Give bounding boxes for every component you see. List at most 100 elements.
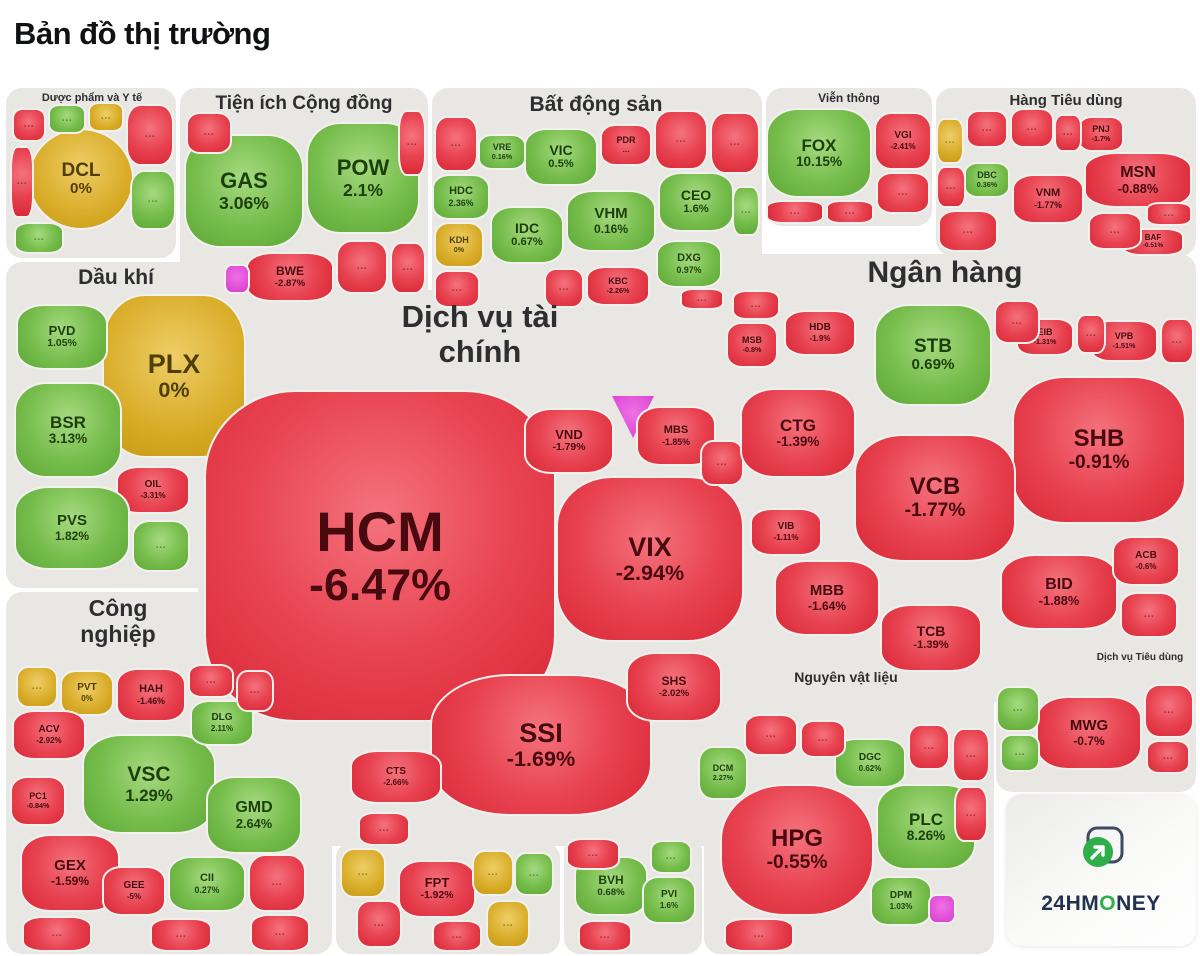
stock-cell-unlabeled[interactable]: … xyxy=(340,848,386,898)
stock-cell-unlabeled[interactable]: … xyxy=(132,520,190,572)
stock-cell-pc1[interactable]: PC1 -0.84% xyxy=(10,776,66,826)
stock-cell-mwg[interactable]: MWG -0.7% xyxy=(1036,696,1142,770)
stock-cell-unlabeled[interactable]: … xyxy=(1160,318,1194,364)
stock-cell-unlabeled[interactable]: … xyxy=(472,850,514,896)
stock-cell-unlabeled[interactable]: … xyxy=(434,116,478,172)
stock-cell-shb[interactable]: SHB -0.91% xyxy=(1012,376,1186,524)
stock-cell-gee[interactable]: GEE -5% xyxy=(102,866,166,916)
stock-cell-unlabeled[interactable]: … xyxy=(650,840,692,874)
stock-cell-cts[interactable]: CTS -2.66% xyxy=(350,750,442,804)
stock-cell-bid[interactable]: BID -1.88% xyxy=(1000,554,1118,630)
stock-cell-unlabeled[interactable]: … xyxy=(514,852,554,896)
stock-cell-unlabeled[interactable] xyxy=(928,894,956,924)
stock-cell-bsr[interactable]: BSR 3.13% xyxy=(14,382,122,478)
stock-cell-unlabeled[interactable]: … xyxy=(680,288,724,310)
stock-cell-pvs[interactable]: PVS 1.82% xyxy=(14,486,130,570)
stock-cell-mbs[interactable]: MBS -1.85% xyxy=(636,406,716,466)
stock-cell-hdc[interactable]: HDC 2.36% xyxy=(432,174,490,220)
stock-cell-stb[interactable]: STB 0.69% xyxy=(874,304,992,406)
stock-cell-ctg[interactable]: CTG -1.39% xyxy=(740,388,856,478)
stock-cell-unlabeled[interactable]: … xyxy=(908,724,950,770)
stock-cell-vhm[interactable]: VHM 0.16% xyxy=(566,190,656,252)
stock-cell-unlabeled[interactable]: … xyxy=(1120,592,1178,638)
stock-cell-vre[interactable]: VRE 0.16% xyxy=(478,134,526,170)
stock-cell-fox[interactable]: FOX 10.15% xyxy=(766,108,872,198)
stock-cell-unlabeled[interactable]: … xyxy=(1076,314,1106,354)
stock-cell-unlabeled[interactable]: … xyxy=(390,242,426,294)
stock-cell-unlabeled[interactable]: … xyxy=(88,102,124,132)
stock-cell-dgc[interactable]: DGC 0.62% xyxy=(834,738,906,788)
stock-cell-fpt[interactable]: FPT -1.92% xyxy=(398,860,476,918)
stock-cell-pvi[interactable]: PVI 1.6% xyxy=(642,876,696,924)
stock-cell-unlabeled[interactable]: … xyxy=(358,812,410,846)
stock-cell-unlabeled[interactable]: … xyxy=(996,686,1040,732)
stock-cell-unlabeled[interactable]: … xyxy=(654,110,708,170)
stock-cell-unlabeled[interactable]: … xyxy=(434,270,480,308)
stock-cell-unlabeled[interactable]: … xyxy=(876,172,930,214)
stock-cell-unlabeled[interactable]: … xyxy=(732,186,760,236)
stock-cell-pvd[interactable]: PVD 1.05% xyxy=(16,304,108,370)
stock-cell-unlabeled[interactable]: … xyxy=(966,110,1008,148)
stock-cell-unlabeled[interactable]: … xyxy=(936,118,964,164)
stock-cell-unlabeled[interactable] xyxy=(224,264,250,294)
stock-cell-vix[interactable]: VIX -2.94% xyxy=(556,476,744,642)
stock-cell-unlabeled[interactable]: … xyxy=(1146,202,1192,226)
stock-cell-unlabeled[interactable]: … xyxy=(744,714,798,756)
stock-cell-gmd[interactable]: GMD 2.64% xyxy=(206,776,302,854)
stock-cell-unlabeled[interactable]: … xyxy=(1000,734,1040,772)
stock-cell-unlabeled[interactable]: … xyxy=(188,664,234,698)
stock-cell-bwe[interactable]: BWE -2.87% xyxy=(246,252,334,302)
stock-cell-unlabeled[interactable]: … xyxy=(150,918,212,952)
stock-cell-unlabeled[interactable]: … xyxy=(130,170,176,230)
stock-cell-ceo[interactable]: CEO 1.6% xyxy=(658,172,734,232)
stock-cell-idc[interactable]: IDC 0.67% xyxy=(490,206,564,264)
stock-cell-hah[interactable]: HAH -1.46% xyxy=(116,668,186,722)
stock-cell-unlabeled[interactable]: … xyxy=(566,838,620,870)
stock-cell-vnd[interactable]: VND -1.79% xyxy=(524,408,614,474)
stock-cell-unlabeled[interactable]: … xyxy=(994,300,1040,344)
stock-cell-unlabeled[interactable]: … xyxy=(952,728,990,782)
stock-cell-acb[interactable]: ACB -0.6% xyxy=(1112,536,1180,586)
stock-cell-unlabeled[interactable]: … xyxy=(1088,212,1142,250)
stock-cell-unlabeled[interactable]: … xyxy=(250,914,310,952)
stock-cell-cii[interactable]: CII 0.27% xyxy=(168,856,246,912)
stock-cell-unlabeled[interactable]: … xyxy=(826,200,874,224)
stock-cell-unlabeled[interactable]: … xyxy=(710,112,760,174)
stock-cell-pvt[interactable]: PVT 0% xyxy=(60,670,114,716)
stock-cell-unlabeled[interactable]: … xyxy=(126,104,174,166)
stock-cell-acv[interactable]: ACV -2.92% xyxy=(12,710,86,760)
stock-cell-hdb[interactable]: HDB -1.9% xyxy=(784,310,856,356)
stock-cell-dxg[interactable]: DXG 0.97% xyxy=(656,240,722,288)
stock-cell-vsc[interactable]: VSC 1.29% xyxy=(82,734,216,834)
stock-cell-unlabeled[interactable]: … xyxy=(16,666,58,708)
stock-cell-dcl[interactable]: DCL 0% xyxy=(28,128,134,230)
stock-cell-unlabeled[interactable]: … xyxy=(766,200,824,224)
stock-cell-unlabeled[interactable]: … xyxy=(1144,684,1194,738)
stock-cell-unlabeled[interactable]: … xyxy=(48,104,86,134)
stock-cell-tcb[interactable]: TCB -1.39% xyxy=(880,604,982,672)
stock-cell-unlabeled[interactable]: … xyxy=(336,240,388,294)
stock-cell-unlabeled[interactable]: … xyxy=(432,920,482,952)
stock-cell-pow[interactable]: POW 2.1% xyxy=(306,122,420,234)
stock-cell-dcm[interactable]: DCM 2.27% xyxy=(698,746,748,800)
stock-cell-vnm[interactable]: VNM -1.77% xyxy=(1012,174,1084,224)
stock-cell-unlabeled[interactable]: … xyxy=(236,670,274,712)
stock-cell-unlabeled[interactable]: … xyxy=(1010,108,1054,148)
stock-cell-ssi[interactable]: SSI -1.69% xyxy=(430,674,652,816)
stock-cell-unlabeled[interactable]: … xyxy=(12,108,46,142)
stock-cell-unlabeled[interactable]: … xyxy=(248,854,306,912)
stock-cell-unlabeled[interactable]: … xyxy=(700,440,744,486)
stock-cell-unlabeled[interactable]: … xyxy=(938,210,998,252)
stock-cell-unlabeled[interactable]: … xyxy=(1054,114,1082,152)
stock-cell-msb[interactable]: MSB -0.8% xyxy=(726,322,778,368)
stock-cell-vib[interactable]: VIB -1.11% xyxy=(750,508,822,556)
stock-cell-unlabeled[interactable]: … xyxy=(732,290,780,320)
stock-cell-unlabeled[interactable]: … xyxy=(544,268,584,308)
stock-cell-unlabeled[interactable]: … xyxy=(800,720,846,758)
stock-cell-msn[interactable]: MSN -0.88% xyxy=(1084,152,1192,208)
stock-cell-unlabeled[interactable]: … xyxy=(1146,740,1190,774)
stock-cell-mbb[interactable]: MBB -1.64% xyxy=(774,560,880,636)
stock-cell-unlabeled[interactable]: … xyxy=(486,900,530,948)
stock-cell-shs[interactable]: SHS -2.02% xyxy=(626,652,722,722)
stock-cell-unlabeled[interactable]: … xyxy=(936,166,966,208)
